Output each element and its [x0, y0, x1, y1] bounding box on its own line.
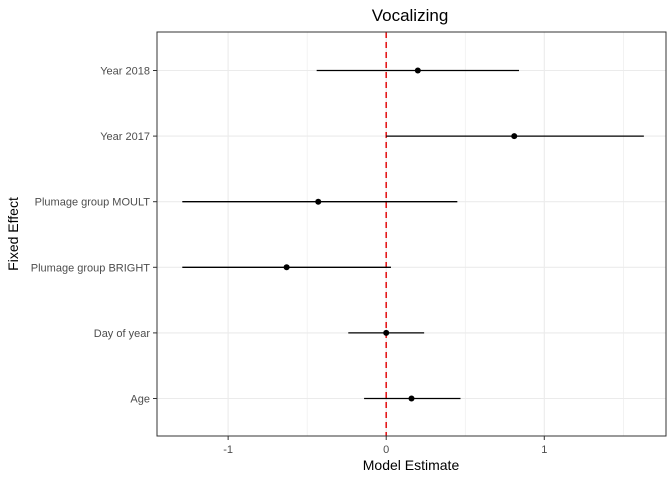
estimate-point [408, 395, 415, 402]
x-tick-label: 1 [541, 444, 547, 456]
y-tick-label: Plumage group MOULT [35, 197, 151, 209]
panel-border [156, 31, 667, 437]
x-tick-label: -1 [223, 444, 233, 456]
marks-layer [182, 67, 644, 402]
grid-layer [157, 32, 666, 436]
y-tick-label: Plumage group BRIGHT [31, 262, 150, 274]
x-tick-label: 0 [383, 444, 389, 456]
x-axis-title: Model Estimate [363, 457, 460, 473]
y-tick-label: Year 2018 [100, 66, 150, 78]
y-tick-label: Day of year [94, 328, 151, 340]
y-axis-title: Fixed Effect [5, 197, 21, 271]
estimate-point [283, 264, 290, 271]
y-tick-label: Age [130, 394, 150, 406]
axis-layer: Year 2018 Year 2017 Plumage group MOULT Plu… [31, 66, 548, 457]
y-tick-label: Year 2017 [100, 131, 150, 143]
chart-title: Vocalizing [372, 6, 449, 25]
estimate-point [315, 198, 322, 205]
estimate-point [511, 133, 518, 140]
estimate-point [414, 67, 421, 74]
estimate-point [383, 329, 390, 336]
